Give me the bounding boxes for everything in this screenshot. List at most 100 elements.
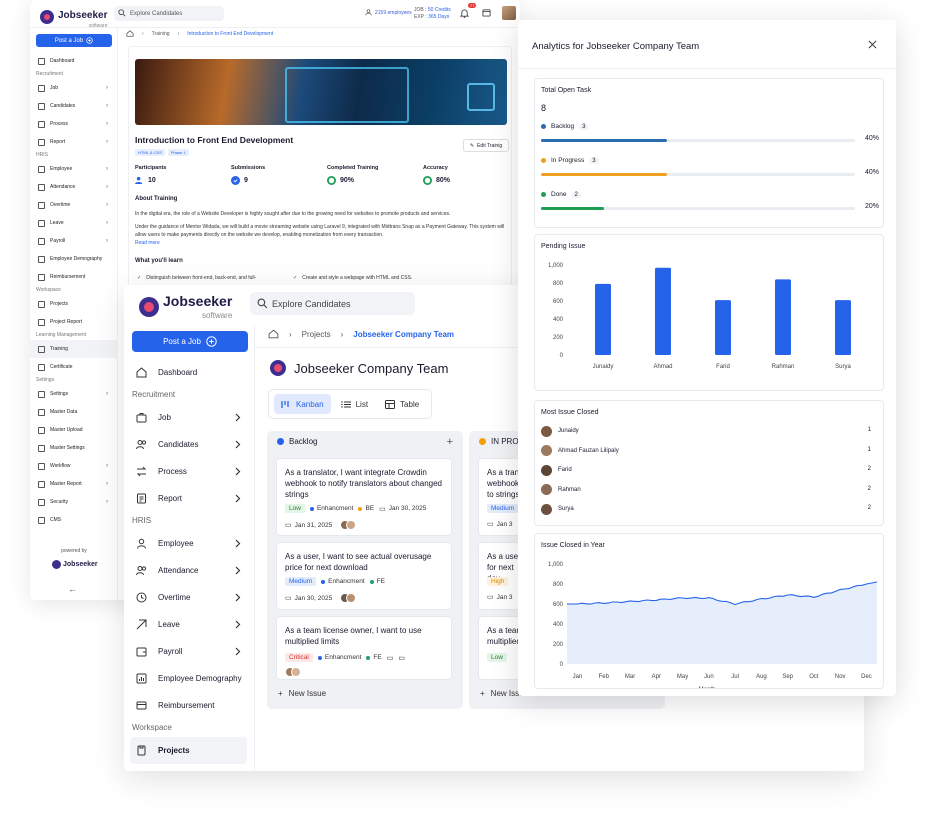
sidebar-item-leave[interactable]: Leave (124, 611, 255, 638)
breadcrumb-parent[interactable]: Training (151, 30, 170, 37)
employee-count[interactable]: 2159 employees (365, 9, 412, 16)
home-icon[interactable] (268, 329, 279, 339)
priority-badge: Medium (487, 504, 519, 513)
sidebar-item-attendance[interactable]: Attendance (124, 557, 255, 584)
sidebar-item-label: Employee (158, 539, 194, 548)
bar[interactable] (655, 267, 671, 355)
bar[interactable] (715, 300, 731, 355)
issue-card[interactable]: As a user, I want to see actual overusag… (276, 542, 452, 610)
sidebar-item-payroll[interactable]: Payroll (124, 638, 255, 665)
y-tick-label: 400 (553, 622, 564, 628)
sidebar-item-security[interactable]: Security › (30, 493, 118, 511)
sidebar-item-job[interactable]: Job › (30, 79, 118, 97)
main-search-input[interactable]: Explore Candidates (250, 292, 415, 315)
avatar[interactable] (502, 6, 516, 20)
post-job-button[interactable]: Post a Job (132, 331, 248, 352)
breadcrumb-parent[interactable]: Projects (301, 329, 331, 339)
edit-training-button[interactable]: ✎ Edit Trainig (463, 139, 509, 152)
task-status-row: In Progress 3 40% (541, 157, 879, 176)
sidebar-item-overtime[interactable]: Overtime (124, 584, 255, 611)
sidebar-item-candidates[interactable]: Candidates › (30, 97, 118, 115)
main-logo[interactable]: Jobseeker software (139, 293, 232, 320)
new-issue-button[interactable]: + New Issue (278, 689, 326, 698)
sidebar-item-dashboard[interactable]: Dashboard (30, 52, 118, 70)
bar[interactable] (775, 279, 791, 355)
card-heading: Total Open Task (541, 87, 592, 94)
calendar-icon[interactable] (482, 8, 491, 17)
avatar (346, 520, 357, 530)
x-tick-label: Apr (652, 674, 661, 680)
bell-icon[interactable] (460, 8, 469, 18)
sidebar-item-employee[interactable]: Employee (124, 530, 255, 557)
issue-card[interactable]: As a translator, I want integrate Crowdi… (276, 458, 452, 536)
stat-label: Completed Training (327, 165, 379, 171)
bar[interactable] (835, 300, 851, 355)
sidebar-item-job[interactable]: Job (124, 404, 255, 431)
sidebar-item-dashboard[interactable]: Dashboard (124, 359, 255, 386)
nav-icon (38, 120, 45, 128)
sidebar-item-leave[interactable]: Leave › (30, 214, 118, 232)
close-icon[interactable] (868, 40, 877, 49)
sidebar-item-employee-demography[interactable]: Employee Demography (30, 250, 118, 268)
tab-table[interactable]: Table (378, 394, 426, 414)
x-tick-label: Mar (625, 674, 635, 680)
sidebar-item-candidates[interactable]: Candidates (124, 431, 255, 458)
date-text: Jan 3 (496, 593, 513, 601)
sidebar-item-payroll[interactable]: Payroll › (30, 232, 118, 250)
tab-kanban[interactable]: Kanban (274, 394, 331, 414)
new-issue-label: New Issue (288, 689, 327, 698)
sidebar-item-employee-demography[interactable]: Employee Demography (124, 665, 255, 692)
tab-list[interactable]: List (334, 394, 375, 414)
sidebar-item-training[interactable]: Training (30, 340, 118, 358)
new-issue-label: New Issu (490, 689, 524, 698)
calendar-icon: ▭ (285, 522, 292, 529)
sidebar-item-cms[interactable]: CMS (30, 511, 118, 529)
tag: HTML & CSS (135, 149, 165, 156)
sidebar-item-process[interactable]: Process › (30, 115, 118, 133)
y-tick-label: 200 (553, 642, 564, 648)
status-dot (479, 438, 486, 445)
pencil-icon: ✎ (469, 142, 475, 149)
sidebar-item-projects[interactable]: Projects (30, 295, 118, 313)
sidebar-item-attendance[interactable]: Attendance › (30, 178, 118, 196)
sidebar-item-reimbursement[interactable]: Reimbursement (30, 268, 118, 286)
issue-card[interactable]: As a team license owner, I want to use m… (276, 616, 452, 680)
sidebar-item-label: Employee Demography (50, 256, 103, 262)
post-job-button[interactable]: Post a Job (36, 34, 112, 47)
sidebar-item-reimbursement[interactable]: Reimbursement (124, 692, 255, 719)
kanban-icon (281, 400, 289, 408)
learn-item: ✓ Distinguish between front-end, back-end… (137, 275, 256, 281)
list-icon (340, 400, 351, 408)
sidebar-item-process[interactable]: Process (124, 458, 255, 485)
back-search-input[interactable]: Explore Candidates (114, 6, 224, 21)
sidebar-item-master-settings[interactable]: Master Settings (30, 439, 118, 457)
sidebar-item-projects[interactable]: Projects (130, 737, 247, 764)
sidebar-item-employee[interactable]: Employee › (30, 160, 118, 178)
sidebar-item-settings[interactable]: Settings › (30, 385, 118, 403)
home-icon[interactable] (126, 30, 134, 37)
breadcrumb: › Projects › Jobseeker Company Team (268, 329, 454, 339)
sidebar-item-certificate[interactable]: Certificate (30, 358, 118, 376)
sidebar-item-label: Leave (158, 620, 180, 629)
bar[interactable] (595, 283, 611, 355)
sidebar-item-master-data[interactable]: Master Data (30, 403, 118, 421)
nav-icon (38, 390, 45, 398)
new-issue-button[interactable]: + New Issu (480, 689, 524, 698)
sidebar-item-report[interactable]: Report › (30, 133, 118, 151)
sidebar-item-workflow[interactable]: Workflow › (30, 457, 118, 475)
sidebar-item-master-report[interactable]: Master Report › (30, 475, 118, 493)
logo-icon (52, 560, 61, 569)
add-issue-plus-icon[interactable]: + (446, 436, 453, 448)
back-logo[interactable]: Jobseeker software (40, 5, 107, 29)
sidebar-item-master-upload[interactable]: Master Upload (30, 421, 118, 439)
sidebar-item-overtime[interactable]: Overtime › (30, 196, 118, 214)
read-more-link[interactable]: Read more (135, 240, 160, 246)
collapse-arrow-icon[interactable]: ← (68, 584, 77, 594)
sidebar-item-label: Overtime (50, 202, 71, 208)
sidebar-item-project-report[interactable]: Project Report (30, 313, 118, 331)
closed-count: 1 (867, 446, 871, 453)
closed-count: 1 (867, 427, 871, 433)
sidebar-item-report[interactable]: Report (124, 485, 255, 512)
x-tick-label: Rahman (772, 364, 795, 370)
avatar (541, 503, 552, 515)
